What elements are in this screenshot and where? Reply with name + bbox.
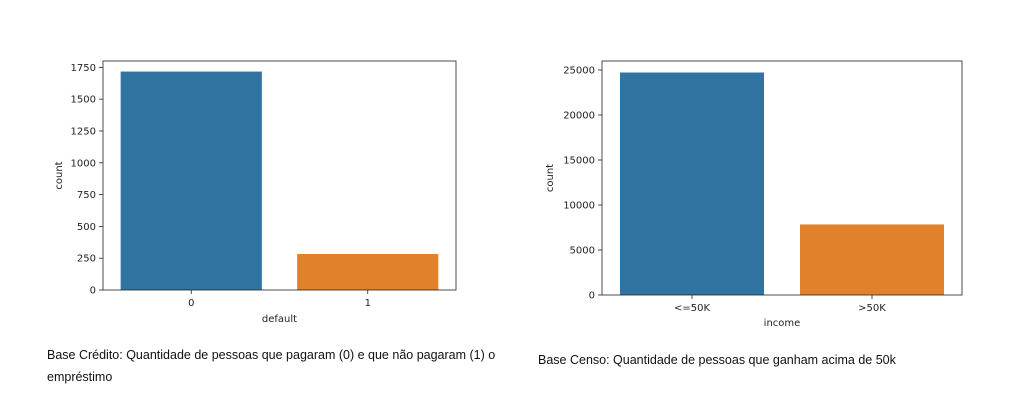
plot-frame: [102, 60, 457, 291]
x-tick-label: <=50K: [674, 303, 710, 314]
x-axis-label: default: [262, 314, 297, 325]
caption-census: Base Censo: Quantidade de pessoas que ga…: [538, 353, 896, 367]
bar-1: [800, 224, 944, 295]
y-axis-label: count: [545, 164, 556, 192]
y-tick-label: 1750: [71, 63, 96, 74]
x-tick-label: >50K: [858, 303, 886, 314]
y-tick-label: 1250: [71, 126, 96, 137]
y-axis-label: count: [54, 161, 65, 189]
bar-0: [620, 72, 764, 296]
y-tick-label: 15000: [563, 156, 595, 167]
y-tick-label: 5000: [570, 246, 595, 257]
y-tick-label: 1500: [71, 95, 96, 106]
bar-0: [120, 71, 262, 290]
y-tick-label: 750: [77, 190, 96, 201]
x-axis-label: income: [764, 318, 801, 329]
y-tick-label: 250: [77, 254, 96, 265]
y-tick-label: 500: [77, 222, 96, 233]
y-tick-label: 0: [90, 286, 96, 297]
y-tick-label: 1000: [71, 158, 96, 169]
y-tick-label: 20000: [563, 111, 595, 122]
y-tick-label: 25000: [563, 66, 595, 77]
y-tick-label: 0: [589, 291, 595, 302]
bar-1: [297, 253, 439, 290]
x-tick-label: 0: [188, 298, 194, 309]
y-tick-label: 10000: [563, 201, 595, 212]
caption-credit: Base Crédito: Quantidade de pessoas que …: [47, 348, 496, 384]
plot-frame: [601, 60, 963, 296]
x-tick-label: 1: [365, 298, 371, 309]
